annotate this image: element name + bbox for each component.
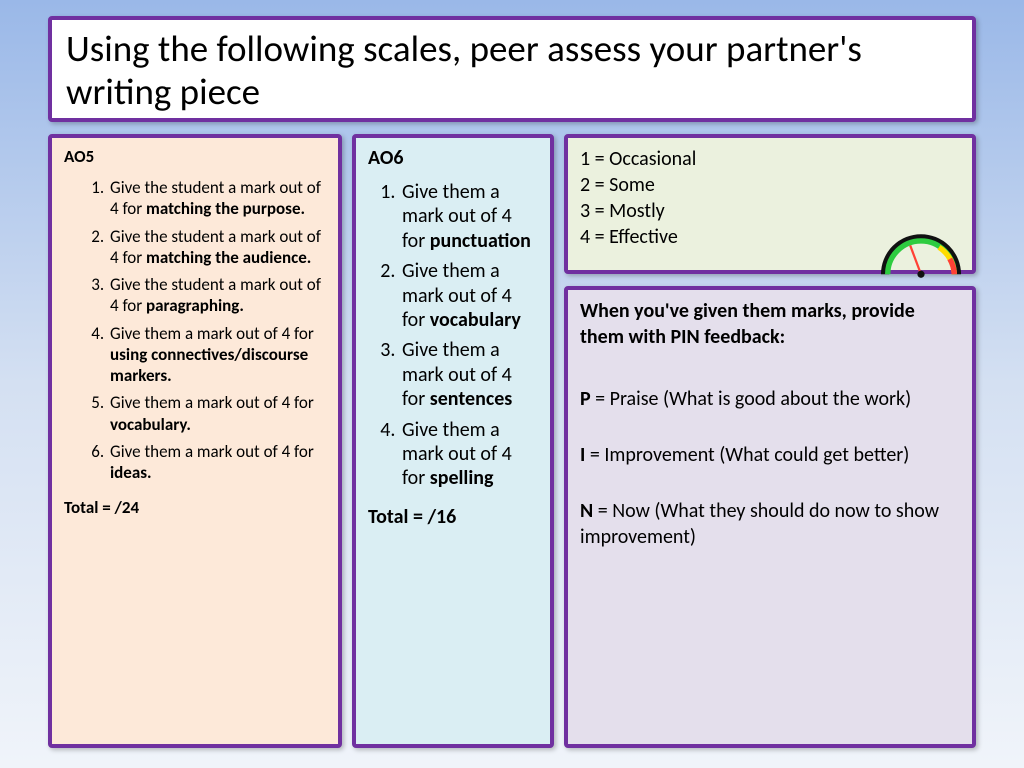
list-item: Give them a mark out of 4 for vocabulary [400, 259, 538, 332]
gauge-icon [876, 228, 966, 280]
pin-line: P = Praise (What is good about the work) [580, 386, 960, 412]
list-item: Give the student a mark out of 4 for mat… [108, 177, 326, 220]
ao5-total: Total = /24 [64, 497, 326, 518]
ao5-header: AO5 [64, 146, 326, 167]
panel-ao5: AO5 Give the student a mark out of 4 for… [48, 134, 342, 748]
page-title: Using the following scales, peer assess … [66, 26, 862, 114]
list-item: Give the student a mark out of 4 for par… [108, 274, 326, 317]
panel-ao6: AO6 Give them a mark out of 4 for punctu… [352, 134, 554, 748]
list-item: Give them a mark out of 4 for using conn… [108, 323, 326, 387]
list-item: Give them a mark out of 4 for punctuatio… [400, 180, 538, 253]
list-item: Give the student a mark out of 4 for mat… [108, 226, 326, 269]
list-item: Give them a mark out of 4 for ideas. [108, 441, 326, 484]
title-box: Using the following scales, peer assess … [48, 16, 976, 122]
key-line: 1 = Occasional [580, 146, 960, 172]
ao6-header: AO6 [368, 146, 538, 170]
pin-header: When you've given them marks, provide th… [580, 298, 960, 350]
list-item: Give them a mark out of 4 for spelling [400, 418, 538, 491]
panel-pin-feedback: When you've given them marks, provide th… [564, 286, 976, 748]
pin-line: I = Improvement (What could get better) [580, 442, 960, 468]
ao6-total: Total = /16 [368, 505, 538, 529]
key-line: 3 = Mostly [580, 198, 960, 224]
list-item: Give them a mark out of 4 for vocabulary… [108, 392, 326, 435]
pin-line: N = Now (What they should do now to show… [580, 498, 960, 550]
ao5-list: Give the student a mark out of 4 for mat… [64, 177, 326, 483]
list-item: Give them a mark out of 4 for sentences [400, 338, 538, 411]
panel-scale-key: 1 = Occasional 2 = Some 3 = Mostly 4 = E… [564, 134, 976, 274]
key-line: 2 = Some [580, 172, 960, 198]
ao6-list: Give them a mark out of 4 for punctuatio… [368, 180, 538, 491]
